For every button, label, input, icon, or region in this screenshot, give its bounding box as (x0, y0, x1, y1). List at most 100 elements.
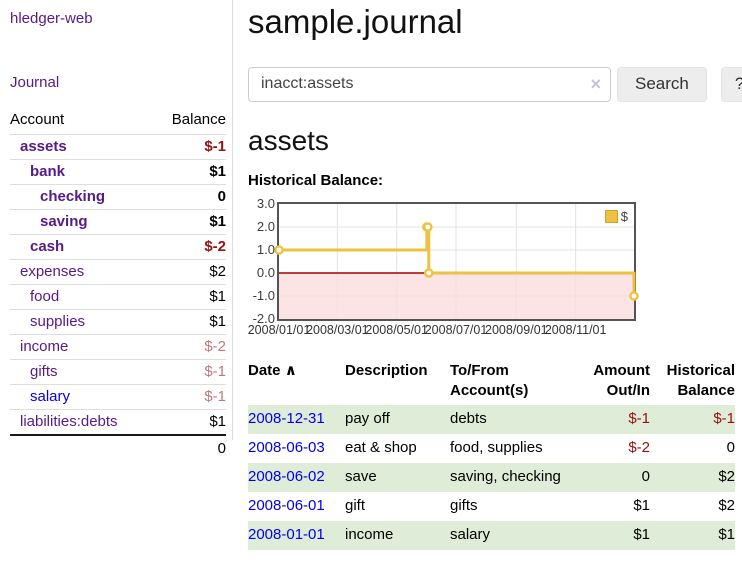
chart-plot[interactable]: $ (274, 201, 639, 321)
account-link-food[interactable]: food (30, 288, 60, 305)
sidebar-item-journal[interactable]: Journal (10, 74, 60, 91)
chart-x-tick-label: 2008/09/01 (485, 322, 548, 337)
account-row: gifts $-1 (10, 359, 226, 385)
transaction-accounts: food, supplies (450, 438, 543, 456)
account-balance: $-2 (153, 234, 226, 260)
chart-y-tick-label: 0.0 (256, 264, 275, 280)
account-row: checking 0 (10, 184, 226, 210)
account-link-salary[interactable]: salary (30, 388, 71, 405)
account-balance: $-2 (153, 334, 226, 360)
transaction-date-link[interactable]: 2008-12-31 (248, 409, 325, 427)
account-row: food $1 (10, 284, 226, 310)
register-table: Date ∧ Description To/From Account(s) Am… (248, 359, 735, 550)
account-link-assets[interactable]: assets (20, 138, 67, 155)
chart-x-axis: 2008/01/01 2008/03/01 2008/05/01 2008/07/01… (248, 322, 636, 339)
transaction-accounts: gifts (450, 496, 478, 514)
register-row: 2008-06-03 eat & shop food, supplies $-2… (248, 434, 735, 463)
account-balance: $-1 (153, 359, 226, 385)
account-row: income $-2 (10, 334, 226, 360)
account-link-gifts[interactable]: gifts (30, 363, 58, 380)
chart-y-tick-label: 1.0 (256, 241, 275, 257)
account-link-expenses[interactable]: expenses (20, 263, 85, 280)
transaction-date-link[interactable]: 2008-06-01 (248, 496, 325, 514)
account-link-income[interactable]: income (20, 338, 69, 355)
account-row: saving $1 (10, 209, 226, 235)
transaction-description: eat & shop (345, 438, 417, 456)
transaction-accounts: saving, checking (450, 462, 570, 492)
account-balance: $1 (153, 284, 226, 310)
sidebar-divider (232, 0, 233, 440)
sidebar: hledger-web Journal Account Balance asse… (0, 0, 232, 550)
account-link-liabilities-debts[interactable]: liabilities:debts (20, 413, 118, 430)
register-header-amount: Amount Out/In (593, 361, 650, 399)
transaction-accounts: salary (450, 520, 570, 550)
account-balance: $-1 (153, 134, 226, 160)
account-balance: $2 (153, 259, 226, 285)
account-table-header-row: Account Balance (10, 108, 226, 135)
chart-legend: $ (602, 207, 630, 225)
account-link-supplies[interactable]: supplies (30, 313, 86, 330)
account-row: cash $-2 (10, 234, 226, 260)
transaction-description: save (345, 462, 450, 492)
chart-y-tick-label: 3.0 (256, 195, 275, 211)
register-row: 2008-12-31 pay off debts $-1 $-1 (248, 404, 735, 434)
main-content: sample.journal × Search ? assets Histori… (232, 0, 742, 550)
page-title: sample.journal (248, 3, 463, 40)
account-total-balance: 0 (153, 434, 226, 461)
transaction-balance: $1 (650, 520, 735, 550)
chart-x-tick-label: 2008/11/01 (544, 322, 607, 337)
account-row: supplies $1 (10, 309, 226, 335)
sort-ascending-icon: ∧ (284, 361, 297, 379)
transaction-balance: $-1 (650, 404, 735, 434)
chart-x-tick-label: 2008/01/01 (247, 322, 311, 337)
transaction-date-link[interactable]: 2008-06-03 (248, 438, 325, 456)
help-button[interactable]: ? (720, 66, 742, 102)
chart-y-tick-label: 2.0 (256, 218, 275, 234)
chart-y-axis: 3.0 2.0 1.0 0.0 -1.0 -2.0 (248, 196, 275, 326)
account-row: bank $1 (10, 159, 226, 185)
transaction-accounts: debts (450, 404, 570, 434)
transaction-amount: $1 (570, 520, 650, 550)
register-row: 2008-06-01 gift gifts $1 $2 (248, 492, 735, 521)
account-link-cash[interactable]: cash (30, 238, 65, 255)
account-balance: $1 (209, 413, 226, 430)
clear-search-icon[interactable]: × (590, 73, 601, 94)
balance-chart: 3.0 2.0 1.0 0.0 -1.0 -2.0 $ 2008/01/01 2008/03… (248, 196, 742, 339)
account-link-saving[interactable]: saving (40, 213, 88, 230)
search-form: × Search ? (248, 66, 742, 102)
chart-x-tick-label: 2008/03/01 (306, 322, 369, 337)
transaction-amount: 0 (570, 462, 650, 492)
account-link-checking[interactable]: checking (40, 188, 106, 205)
account-link-bank[interactable]: bank (30, 163, 66, 180)
transaction-amount: $-1 (570, 404, 650, 434)
transaction-amount: $-2 (628, 438, 650, 456)
transaction-balance: $2 (718, 496, 735, 514)
transaction-description: income (345, 520, 450, 550)
transaction-date-link[interactable]: 2008-06-02 (248, 467, 325, 485)
account-row: assets $-1 (10, 134, 226, 160)
chart-canvas[interactable] (274, 203, 639, 319)
account-total-row: 0 (10, 434, 226, 461)
chart-x-tick-label: 2008/07/01 (424, 322, 488, 337)
account-balance: $1 (153, 159, 226, 185)
search-button[interactable]: Search (617, 66, 707, 102)
account-balance-table: Account Balance assets $-1 bank $1 check… (10, 108, 226, 461)
account-column-header: Account (10, 108, 154, 135)
account-balance: 0 (153, 184, 226, 210)
register-header-date-label: Date (248, 361, 281, 379)
account-balance: $1 (153, 209, 226, 235)
brand-link[interactable]: hledger-web (10, 10, 93, 27)
transaction-date-link[interactable]: 2008-01-01 (248, 525, 325, 543)
transaction-description: gift (345, 496, 366, 514)
register-header-date: Date ∧ (248, 359, 345, 405)
chart-x-tick-label: 2008/05/01 (365, 322, 428, 337)
register-row: 2008-01-01 income salary $1 $1 (248, 520, 735, 550)
account-balance: $-1 (153, 384, 226, 410)
account-row: expenses $2 (10, 259, 226, 285)
search-input[interactable] (248, 66, 611, 102)
balance-column-header: Balance (153, 108, 226, 135)
transaction-description: pay off (345, 404, 450, 434)
register-row: 2008-06-02 save saving, checking 0 $2 (248, 462, 735, 492)
legend-label: $ (620, 208, 628, 224)
account-row: salary $-1 (10, 384, 226, 410)
